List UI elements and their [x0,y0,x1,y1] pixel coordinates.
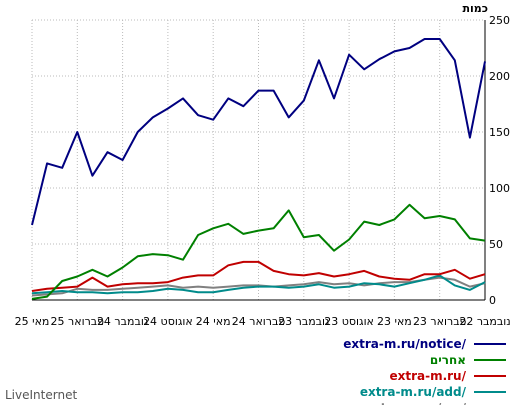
series-line-0 [31,38,486,226]
series-line-3 [31,274,486,295]
y-tick-label: 150 [489,126,510,139]
series-line-4 [31,276,486,297]
series-line-1 [31,203,486,300]
brand-label: LiveInternet [5,388,77,402]
legend-label-2: extra-m.ru/ [389,369,466,383]
y-axis-label: כמות [463,2,488,15]
y-tick-label: 250 [489,14,510,27]
x-tick-label: פברואר 23 [413,315,467,328]
x-tick-label: נובמבר 24 [97,315,148,328]
legend-label-4: extra-m.ru/my/ [365,401,467,405]
legend-label-3: extra-m.ru/add/ [360,385,467,399]
x-tick-label: מאי 23 [377,315,412,328]
x-tick-label: מאי 24 [196,315,231,328]
legend-label-0: extra-m.ru/notice/ [343,337,466,351]
x-tick-label: נובמבר 22 [459,315,510,328]
x-tick-label: מאי 25 [15,315,50,328]
series-line-2 [31,260,486,292]
x-tick-label: פברואר 24 [232,315,286,328]
x-tick-label: פברואר 25 [51,315,105,328]
y-tick-label: 100 [489,182,510,195]
x-tick-label: אוגוסט 23 [324,315,374,328]
y-tick-label: 0 [489,294,496,307]
x-tick-label: נובמבר 23 [278,315,329,328]
legend-label-1: אחרים [430,353,466,367]
y-tick-label: 50 [489,238,503,251]
x-tick-label: אוגוסט 24 [143,315,193,328]
y-tick-label: 200 [489,70,510,83]
